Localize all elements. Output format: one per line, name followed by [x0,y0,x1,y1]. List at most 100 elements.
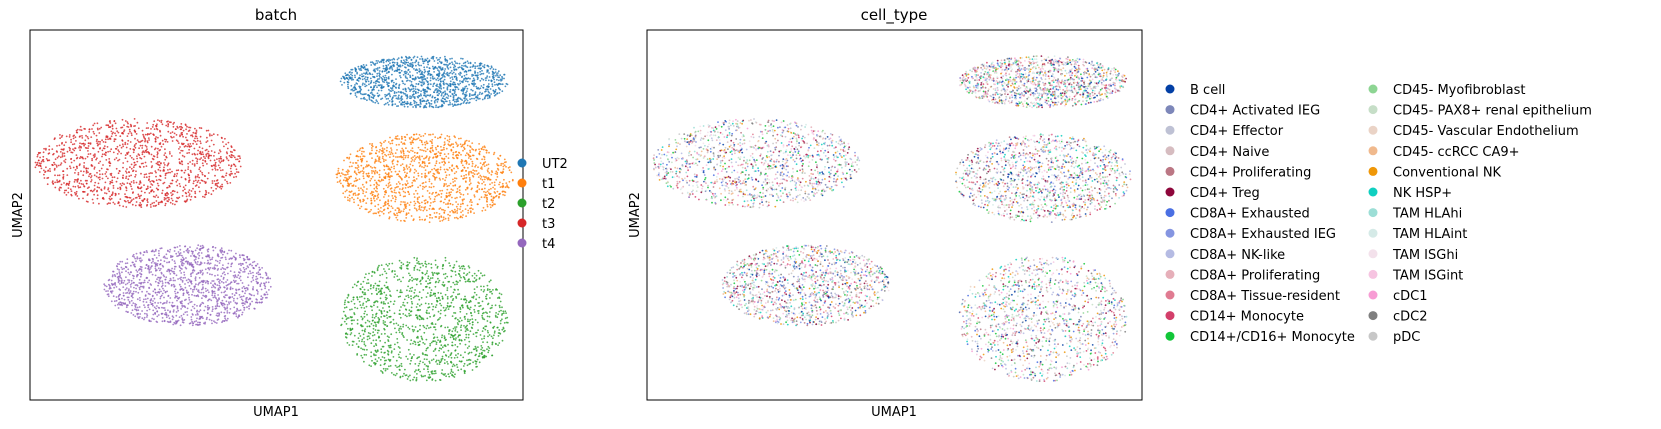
data-point [438,216,441,218]
data-point [387,211,390,214]
data-point [423,199,426,202]
data-point [339,175,342,177]
data-point [165,156,168,159]
data-point [416,155,419,158]
data-point [167,169,169,171]
data-point [362,155,365,158]
data-point [236,158,239,161]
data-point [436,319,439,321]
data-point [194,137,196,140]
data-point [171,203,174,205]
data-point [60,148,63,151]
data-point [204,189,207,192]
data-point [426,317,429,320]
data-point [151,172,154,175]
data-point [469,300,472,303]
data-point [480,345,483,347]
data-point [82,197,84,200]
data-point [388,88,390,91]
data-point [370,80,373,82]
data-point [77,186,80,189]
data-point [221,183,224,186]
data-point [67,187,70,190]
data-point [495,170,498,173]
data-point [354,92,357,94]
data-point [408,272,410,275]
data-point [98,202,100,205]
data-point [409,71,411,73]
data-point [398,94,400,97]
data-point [484,96,486,99]
data-point [427,83,430,85]
data-point [487,167,490,170]
data-point [162,182,165,185]
data-point [393,58,396,61]
data-point [418,157,421,159]
data-point [142,165,145,168]
data-point [491,85,494,88]
data-point [443,351,445,354]
data-point [356,296,358,298]
data-point [379,274,381,277]
data-point [378,264,380,267]
data-point [429,204,432,207]
data-point [389,168,392,171]
data-point [439,166,442,169]
data-point [394,170,397,173]
data-point [398,85,400,87]
data-point [170,121,172,124]
data-point [452,291,455,294]
data-point [460,368,463,371]
data-point [416,257,418,260]
data-point [385,263,388,266]
data-point [477,172,480,175]
data-point [112,131,114,134]
data-point [491,304,493,307]
data-point [449,66,452,69]
data-point [448,72,451,75]
data-point [419,218,421,221]
data-point [394,364,397,367]
data-point [196,139,199,142]
data-point [117,172,120,175]
data-point [96,127,99,130]
data-point [356,298,359,301]
data-point [424,132,427,135]
data-point [378,78,381,80]
data-point [214,174,216,177]
data-point [434,89,436,92]
data-point [392,64,395,66]
data-point [381,152,384,155]
data-point [383,103,386,106]
data-point [59,137,61,140]
data-point [444,293,447,296]
data-point [206,177,209,180]
data-point [385,154,388,157]
data-point [463,325,465,327]
data-point [505,312,507,314]
data-point [447,95,450,97]
data-point [357,171,360,174]
data-point [362,82,364,85]
data-point [448,280,451,283]
data-point [111,191,114,194]
data-point [337,170,340,172]
data-point [225,174,227,177]
data-point [365,166,367,168]
data-point [169,152,171,155]
data-point [391,68,394,71]
data-point [430,341,433,344]
data-point [406,301,409,304]
data-point [43,147,45,150]
data-point [169,168,171,171]
data-point [415,60,418,63]
data-point [492,327,495,329]
data-point [386,101,389,104]
data-point [388,309,391,312]
data-point [370,64,373,66]
data-point [466,324,468,327]
data-point [383,268,385,270]
data-point [51,148,54,151]
data-point [371,157,373,160]
data-point [433,326,436,329]
